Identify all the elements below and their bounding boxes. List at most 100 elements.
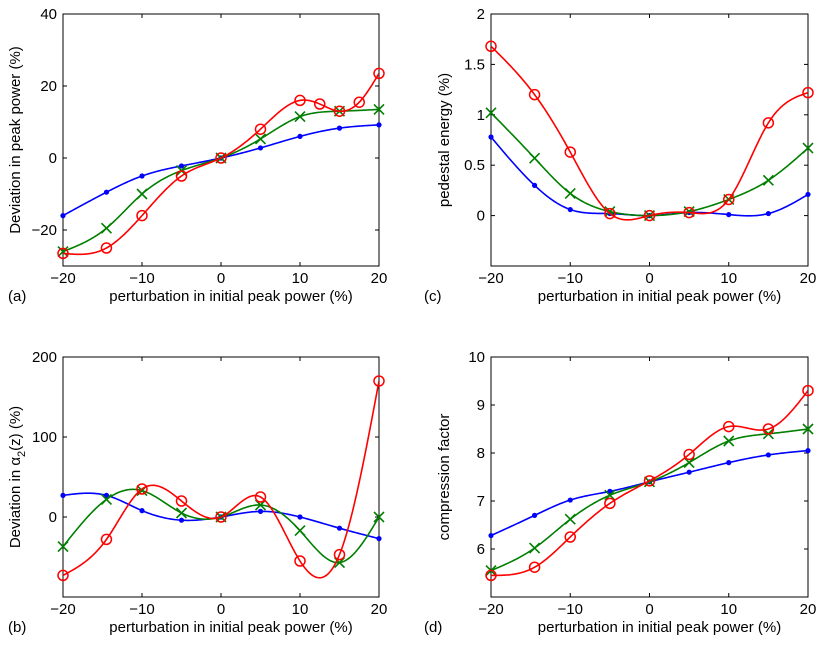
data-point-dot <box>488 532 494 539</box>
y-tick-label: 0 <box>49 509 57 526</box>
data-point-circle <box>294 555 306 567</box>
data-point-x <box>604 206 616 218</box>
y-axis-label-text: Deviation in <box>7 466 24 549</box>
data-point-circle <box>57 569 69 582</box>
x-tick-label: −20 <box>50 601 75 618</box>
y-axis-label-symbol: α <box>7 457 24 466</box>
data-point-dot <box>567 497 573 503</box>
x-tick-label: 0 <box>645 270 653 287</box>
data-point-x <box>57 246 69 258</box>
y-tick-label: 200 <box>32 349 57 366</box>
data-point-circle <box>373 375 385 387</box>
data-point-circle <box>314 98 326 110</box>
x-axis-label: perturbation in initial peak power (%) <box>109 619 352 636</box>
data-point-circle <box>136 209 148 222</box>
chart-panel-2: −20 −10 0 10 20 0 0.5 1 1.5 2 perturbation in init… <box>424 6 816 305</box>
data-point-circle <box>100 533 113 546</box>
data-point-dot <box>531 512 538 519</box>
data-point-circle <box>485 40 497 53</box>
y-tick-label: 1.5 <box>464 56 485 73</box>
data-point-x <box>762 174 774 186</box>
y-axis-label: pedestal energy (%) <box>436 73 453 207</box>
data-point-x <box>100 222 113 234</box>
data-point-dot <box>139 508 145 514</box>
x-tick-label: 20 <box>800 270 817 287</box>
data-point-circle <box>100 242 113 254</box>
data-point-circle <box>175 495 188 507</box>
data-point-x <box>485 107 497 119</box>
y-tick-label: 20 <box>40 78 57 95</box>
series-red-line <box>63 72 379 256</box>
data-point-circle <box>215 152 227 164</box>
x-tick-label: 0 <box>645 601 653 618</box>
chart-panel-1: −20 −10 0 10 20 −20 0 20 40 perturbation in initi… <box>7 6 387 305</box>
x-axis-label: perturbation in initial peak power (%) <box>538 619 781 636</box>
data-point-circle <box>333 548 346 561</box>
x-tick-label: 10 <box>720 270 737 287</box>
y-axis-label: Deviation in peak power (%) <box>7 46 24 234</box>
data-point-dot <box>376 122 382 128</box>
x-tick-label: 0 <box>217 270 225 287</box>
data-point-dot <box>376 536 382 542</box>
series-green-line <box>63 108 379 253</box>
data-point-x <box>723 435 735 447</box>
y-axis-label: compression factor <box>436 414 453 541</box>
x-tick-label: −20 <box>50 270 75 287</box>
data-point-circle <box>604 497 616 510</box>
data-point-circle <box>802 384 814 397</box>
data-point-x <box>100 493 113 505</box>
x-axis-label: perturbation in initial peak power (%) <box>109 288 352 305</box>
data-point-x <box>254 133 267 145</box>
y-tick-label: 8 <box>477 445 485 462</box>
data-point-circle <box>353 96 365 108</box>
y-axis-label-text: (z) (%) <box>7 406 24 451</box>
x-tick-label: 10 <box>720 601 737 618</box>
data-point-dot <box>297 514 303 520</box>
data-point-x <box>529 542 541 554</box>
panel-label: (d) <box>424 619 442 636</box>
data-point-dot <box>686 469 692 475</box>
data-point-dot <box>139 173 145 179</box>
data-point-circle <box>762 117 775 129</box>
series-green-line <box>491 428 808 572</box>
y-tick-label: 6 <box>477 541 485 558</box>
x-tick-label: −10 <box>558 270 583 287</box>
x-tick-label: −20 <box>478 270 503 287</box>
data-point-x <box>373 511 385 523</box>
x-tick-label: −10 <box>129 270 154 287</box>
data-point-circle <box>528 88 541 101</box>
data-point-dot <box>336 125 343 131</box>
y-tick-label: 2 <box>477 6 485 23</box>
data-point-circle <box>57 247 69 260</box>
y-tick-label: 0 <box>477 208 485 225</box>
data-point-dot <box>765 210 771 217</box>
series-green-line <box>491 112 808 217</box>
panel-label: (c) <box>424 288 442 305</box>
series-red-line <box>491 390 808 577</box>
data-point-circle <box>254 491 267 503</box>
data-point-circle <box>373 67 385 80</box>
data-point-dot <box>488 134 494 140</box>
y-tick-label: 7 <box>477 493 485 510</box>
x-tick-label: −10 <box>558 601 583 618</box>
x-tick-label: −10 <box>129 601 154 618</box>
plot-frame <box>62 13 380 267</box>
data-point-circle <box>723 193 735 206</box>
data-point-circle <box>762 423 775 435</box>
data-point-x <box>802 423 814 435</box>
data-point-dot <box>607 488 613 494</box>
data-point-dot <box>567 206 573 213</box>
y-tick-label: 100 <box>32 429 57 446</box>
data-point-circle <box>294 94 306 107</box>
data-point-dot <box>178 163 185 169</box>
data-point-circle <box>643 475 656 487</box>
data-point-dot <box>805 191 811 198</box>
data-point-x <box>175 507 188 519</box>
data-point-x <box>802 142 814 154</box>
data-point-x <box>136 188 148 200</box>
series-blue-line <box>63 124 379 217</box>
plot-frame <box>490 13 809 267</box>
data-point-dot <box>297 133 303 139</box>
